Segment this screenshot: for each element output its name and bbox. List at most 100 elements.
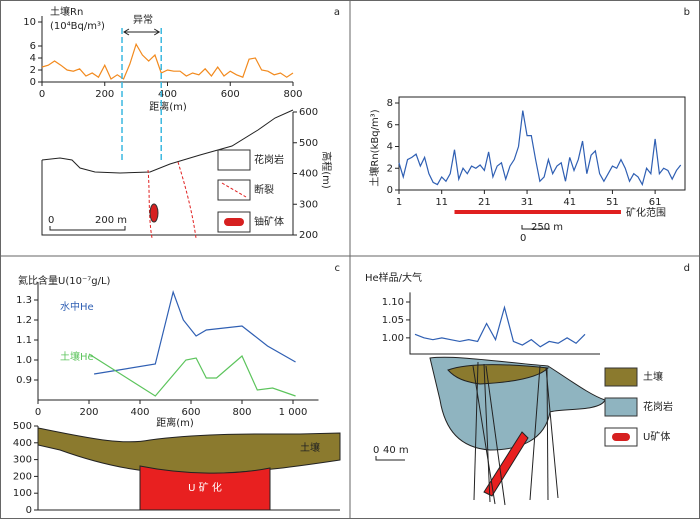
section-tick-label: 200: [13, 471, 32, 482]
y-tick-label: 1.10: [382, 297, 404, 308]
x-tick-label: 400: [158, 89, 177, 100]
x-tick-label: 400: [130, 407, 149, 418]
y-tick-label: 1.2: [16, 315, 32, 326]
y-label: 土壤Rn: [50, 5, 83, 18]
y-tick-label: 1.3: [16, 295, 32, 306]
legend-soil: [604, 367, 638, 387]
section-label: U 矿 化: [188, 481, 222, 494]
series-line: [414, 305, 586, 348]
y2-label: 高程(m): [320, 151, 333, 189]
anomaly-arrow: [123, 28, 161, 36]
legend-label: U矿体: [643, 430, 670, 443]
series-line: [94, 289, 296, 375]
scale-label: 0: [373, 445, 379, 456]
fault: [177, 161, 197, 239]
x-tick-label: 21: [478, 197, 491, 208]
y2-tick-label: 600: [299, 107, 318, 118]
y-label: He样品/大气: [365, 271, 422, 284]
y-tick-label: 0: [30, 77, 36, 88]
section-tick-label: 0: [26, 505, 32, 516]
legend-fault: [217, 179, 251, 201]
y-tick-label: 4: [387, 142, 393, 153]
y-tick-label: 8: [387, 98, 393, 109]
y2-tick-label: 200: [299, 230, 318, 241]
y2-tick-label: 300: [299, 199, 318, 210]
scale-label: 0: [48, 215, 54, 226]
y-tick-label: 2: [387, 163, 393, 174]
x-tick-label: 11: [435, 197, 448, 208]
axis: [37, 282, 319, 401]
scale-label: 40 m: [383, 445, 409, 456]
uranium-body: [149, 203, 159, 223]
annotation: 异常: [133, 13, 153, 26]
x-tick-label: 61: [649, 197, 662, 208]
legend-label: 花岗岩: [643, 400, 673, 413]
range-label: 矿化范围: [626, 206, 666, 219]
x-tick-label: 200: [95, 89, 114, 100]
legend-granite: [604, 397, 638, 417]
plot-frame: [398, 96, 686, 191]
section-tick-label: 500: [13, 421, 32, 432]
scale-bar: [521, 225, 550, 230]
soil-layer: [37, 427, 341, 475]
y-tick-label: 0.9: [16, 375, 32, 386]
y-tick-label: 6: [387, 120, 393, 131]
y-tick-label: 6: [30, 41, 36, 52]
y-tick-label: 1.05: [382, 315, 404, 326]
x-tick-label: 200: [79, 407, 98, 418]
x-tick-label: 600: [221, 89, 240, 100]
scale-bar: [49, 226, 126, 231]
section-label: 土壤: [300, 441, 320, 454]
section-tick-label: 300: [13, 455, 32, 466]
y-tick-label: 1.00: [382, 333, 404, 344]
axis: [398, 97, 685, 191]
x-tick-label: 800: [283, 89, 302, 100]
x-tick-label: 41: [563, 197, 576, 208]
legend-granite: [217, 149, 251, 171]
uranium-zone: [139, 465, 271, 511]
x-tick-label: 600: [181, 407, 200, 418]
x-label: 距离(m): [149, 100, 187, 113]
axis: [409, 292, 600, 355]
y2-tick-label: 500: [299, 138, 318, 149]
uranium-body: [483, 431, 529, 497]
scale-label: 0: [520, 233, 526, 244]
terrain: [41, 109, 294, 174]
x-tick-label: 31: [521, 197, 534, 208]
series-label: 土壤He: [60, 350, 94, 363]
y-tick-label: 0: [387, 185, 393, 196]
x-tick-label: 0: [39, 89, 45, 100]
scale-bar: [375, 456, 405, 461]
x-label: 距离(m): [156, 416, 194, 429]
y-label: 氦比含量U(10⁻⁷g/L): [18, 274, 111, 287]
y-tick-label: 1.1: [16, 335, 32, 346]
scale-label: 200 m: [95, 215, 127, 226]
series-line: [41, 42, 294, 80]
series-line: [88, 353, 296, 397]
y-tick-label: 2: [30, 65, 36, 76]
fault: [147, 169, 153, 239]
x-tick-label: 51: [606, 197, 619, 208]
legend-label: 土壤: [643, 370, 663, 383]
x-tick-label: 800: [232, 407, 251, 418]
x-tick-label: 1 000: [279, 407, 308, 418]
section-tick-label: 100: [13, 488, 32, 499]
y-label: 土壤Rn(kBq/m³): [368, 109, 381, 186]
series-line: [398, 110, 682, 187]
panel-letter: a: [334, 7, 340, 18]
scale-label: 250 m: [531, 222, 563, 233]
y-tick-label: 4: [30, 53, 36, 64]
sample-paths: [472, 361, 559, 506]
panel-letter: b: [684, 7, 690, 18]
section-tick-label: 400: [13, 438, 32, 449]
legend-uranium-mark: [612, 433, 630, 441]
panel-letter: d: [684, 263, 690, 274]
series-label: 水中He: [60, 300, 94, 313]
legend-label: 铀矿体: [254, 215, 284, 228]
x-tick-label: 0: [35, 407, 41, 418]
y2-tick-label: 400: [299, 169, 318, 180]
x-tick-label: 1: [396, 197, 402, 208]
legend-label: 断裂: [254, 183, 274, 196]
y-tick-label: 1.0: [16, 355, 32, 366]
